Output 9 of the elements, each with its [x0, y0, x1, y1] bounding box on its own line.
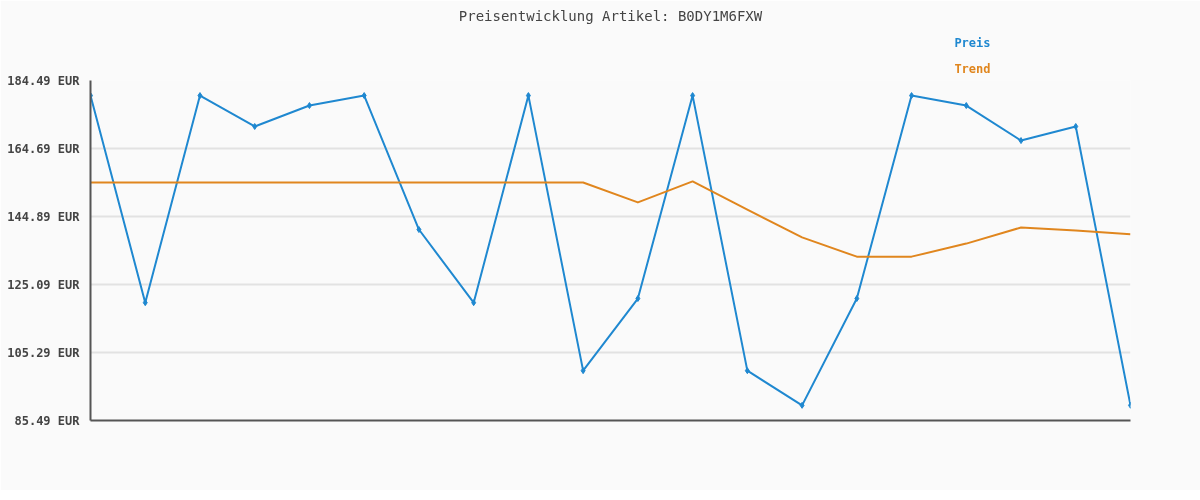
y-tick-label: 144.89 EUR [7, 209, 81, 224]
y-tick-label: 164.69 EUR [7, 141, 81, 156]
text: Trend [954, 61, 991, 76]
chart-title: Preisentwicklung Artikel: B0DY1M6FXW [458, 7, 763, 24]
y-tick-label: 184.49 EUR [7, 73, 81, 88]
y-tick-label: 125.09 EUR [7, 277, 81, 292]
y-tick-label: 105.29 EUR [7, 345, 81, 360]
y-tick-label: 85.49 EUR [14, 413, 81, 428]
text: Preis [954, 35, 991, 50]
